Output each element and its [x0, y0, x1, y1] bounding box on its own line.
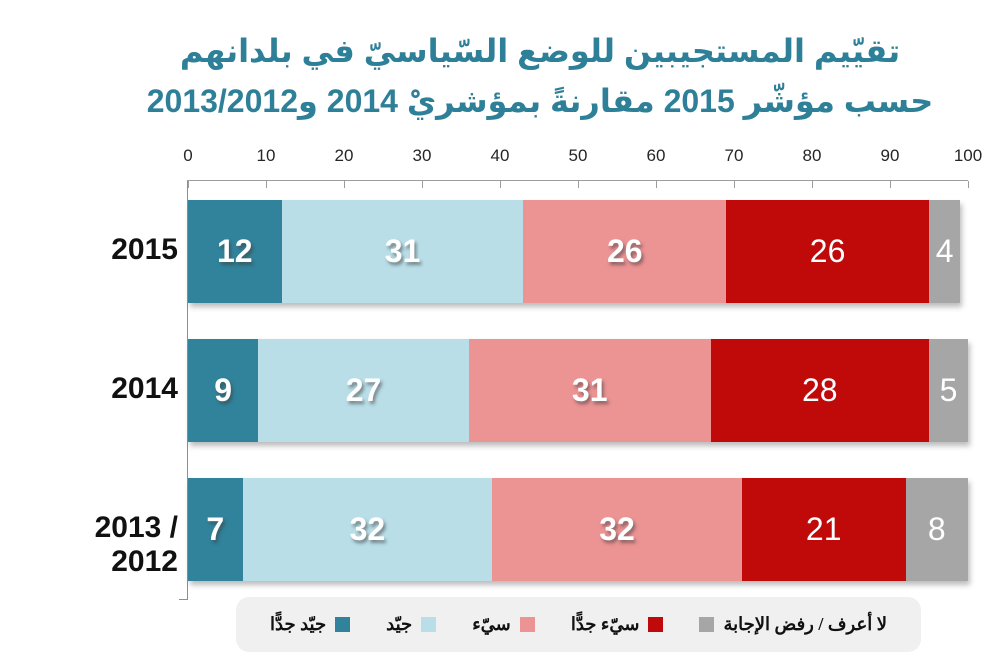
bar-segment: 31 [281, 200, 524, 303]
x-axis-tick-mark [812, 181, 813, 188]
legend-label: لا أعرف / رفض الإجابة [723, 614, 887, 634]
category-axis-line [187, 181, 188, 600]
x-axis-tick-label: 100 [953, 146, 983, 165]
bar-segment: 32 [492, 478, 742, 581]
legend-item: سيّء [472, 614, 535, 635]
bar-segment: 8 [905, 478, 968, 581]
legend-item: لا أعرف / رفض الإجابة [699, 614, 887, 635]
x-axis-tick-mark [266, 181, 267, 188]
bar-segment: 26 [726, 200, 929, 303]
chart-title-line2: حسب مؤشّر 2015 مقارنةً بمؤشريْ 2014 و201… [146, 83, 934, 119]
bar-segment: 31 [468, 339, 711, 442]
legend-item: سيّء جدًّا [571, 614, 664, 635]
x-axis-tick-label: 0 [183, 146, 193, 165]
legend-label: جيّد [386, 614, 413, 634]
legend-item: جيّد [386, 614, 437, 635]
bar-segment: 4 [929, 200, 961, 303]
x-axis-tick-label: 60 [646, 146, 666, 165]
bar-row: 9 27 31 28 5 [188, 339, 968, 442]
x-axis-tick-mark [734, 181, 735, 188]
bar-segment: 12 [188, 200, 282, 303]
x-axis-tick-mark [422, 181, 423, 188]
bar-segment: 28 [710, 339, 929, 442]
legend-swatch [421, 617, 437, 632]
bar-row: 7 32 32 21 8 [188, 478, 968, 581]
x-axis-tick-mark [968, 181, 969, 188]
bar-segment: 7 [188, 478, 243, 581]
legend-swatch [648, 617, 664, 632]
bar-segment: 21 [741, 478, 906, 581]
legend-swatch [335, 617, 351, 632]
bar-segment: 32 [242, 478, 493, 581]
x-axis-tick-mark [656, 181, 657, 188]
x-axis-tick-label: 40 [490, 146, 510, 165]
bar-segment: 27 [258, 339, 469, 442]
x-axis-tick-mark [188, 181, 189, 188]
x-axis-tick-label: 20 [334, 146, 354, 165]
x-axis-tick-label: 10 [256, 146, 276, 165]
bar-row: 12 31 26 26 4 [188, 200, 961, 303]
x-axis-tick-label: 90 [880, 146, 900, 165]
category-axis-tick [179, 599, 187, 600]
bar-segment: 9 [188, 339, 259, 442]
legend-label: سيّء [472, 614, 511, 634]
x-axis-tick-label: 30 [412, 146, 432, 165]
legend-item: جيّد جدًّا [270, 614, 351, 635]
category-label-2013-2012: 2013 / 2012 [94, 511, 178, 578]
x-axis-tick-label: 80 [802, 146, 822, 165]
legend-label: سيّء جدًّا [570, 614, 640, 634]
legend-swatch [699, 617, 715, 632]
chart-title-line1: تقيّيم المستجيبين للوضع السّياسيّ في بلد… [179, 33, 901, 69]
legend: جيّد جدًّا جيّد سيّء سيّء جدًّا لا أعرف / رف… [236, 597, 921, 652]
bar-segment: 26 [523, 200, 727, 303]
category-label-2014: 2014 [111, 372, 178, 405]
category-label-2015: 2015 [111, 233, 178, 266]
x-axis-tick-mark [500, 181, 501, 188]
legend-label: جيّد جدًّا [270, 614, 327, 634]
x-axis-tick-mark [344, 181, 345, 188]
bar-segment: 5 [929, 339, 968, 442]
x-axis-tick-label: 50 [568, 146, 588, 165]
x-axis-tick-label: 70 [724, 146, 744, 165]
x-axis-tick-mark [578, 181, 579, 188]
x-axis-line [187, 180, 968, 181]
x-axis-tick-mark [890, 181, 891, 188]
chart-title: تقيّيم المستجيبين للوضع السّياسيّ في بلد… [110, 26, 970, 126]
legend-swatch [519, 617, 535, 632]
